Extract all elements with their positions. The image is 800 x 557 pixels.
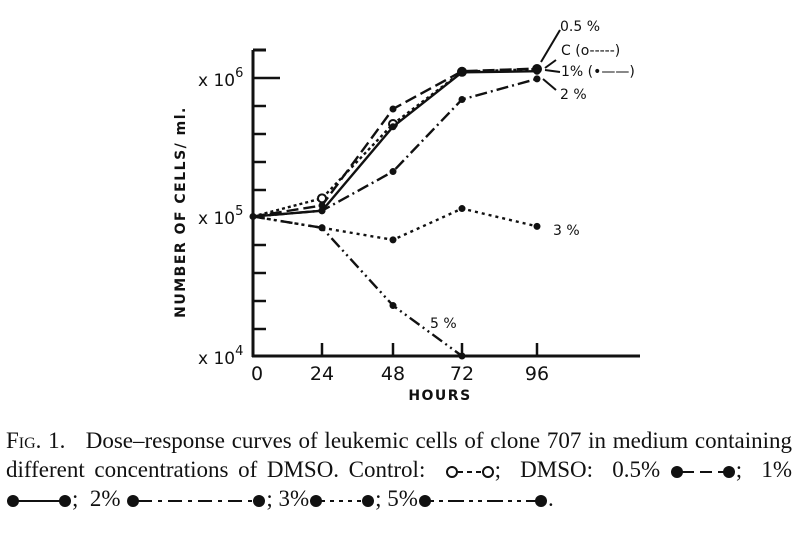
origin-point [249, 213, 257, 220]
sep: ; [375, 486, 382, 511]
data-point [389, 105, 397, 113]
data-point [533, 222, 541, 230]
data-point [458, 352, 466, 360]
control-symbol [445, 465, 494, 478]
data-point [458, 95, 466, 103]
legend-item-1: 1% [761, 457, 793, 482]
data-point [389, 236, 397, 244]
legend-item-2: 2% [89, 486, 121, 511]
x-axis-label: HOURS [408, 388, 471, 404]
legend-item-3: 3% [278, 486, 310, 511]
series-layer [249, 64, 542, 360]
data-point [389, 123, 397, 131]
y-axis-label: NUMBER OF CELLS/ ml. [173, 106, 189, 318]
data-point [458, 205, 466, 213]
annotation-control: C (o-----) [561, 43, 620, 59]
data-point [389, 302, 397, 310]
xtick-label-72: 72 [450, 363, 474, 385]
legend-item-0-5: 0.5% [612, 457, 661, 482]
symbol-3 [310, 494, 375, 507]
series-c [252, 64, 542, 218]
sep: ; [266, 486, 273, 511]
series-0-5-percent [252, 65, 541, 218]
data-point [389, 168, 397, 176]
annotation-3-percent: 3 % [553, 223, 580, 239]
figure-caption: Fig. 1. Dose–response curves of leukemic… [6, 426, 792, 513]
ytick-label-1e4: x 104 [198, 344, 243, 369]
y-axis [251, 48, 266, 357]
annotation-5-percent: 5 % [430, 316, 457, 332]
legend-annotations [540, 29, 561, 91]
data-point [318, 224, 326, 232]
data-point [533, 75, 541, 83]
xtick-label-0: 0 [251, 363, 263, 385]
symbol-5 [418, 494, 547, 507]
sep: ; [735, 457, 743, 482]
ytick-label-1e5: x 105 [198, 204, 243, 229]
x-ticks [320, 343, 539, 356]
data-point [533, 67, 541, 75]
xtick-label-96: 96 [525, 363, 549, 385]
caption-text: Dose–response curves of leukemic cells o… [6, 428, 792, 482]
series-5-percent [252, 215, 466, 360]
xtick-label-48: 48 [381, 363, 405, 385]
annotation-1-percent: 1% (•——) [561, 64, 635, 80]
sep: ; [494, 457, 501, 482]
sep: ; [72, 486, 79, 511]
data-point [318, 207, 326, 215]
annotation-2-percent: 2 % [560, 87, 587, 103]
dmso-label: DMSO: [520, 457, 594, 482]
legend-item-5: 5% [387, 486, 418, 511]
annotation-0-5-percent: 0.5 % [560, 19, 600, 35]
symbol-2 [127, 494, 266, 507]
growth-chart: x 106 x 105 x 104 0 24 48 72 96 HOURS NU… [173, 19, 640, 404]
figure-label: Fig. 1. [6, 428, 66, 453]
symbol-0-5 [670, 465, 735, 478]
data-point [458, 68, 466, 76]
sep: . [547, 486, 554, 511]
ytick-label-1e6: x 106 [198, 66, 243, 91]
y-ticks [253, 76, 280, 331]
symbol-1 [7, 494, 71, 507]
series-2-percent [252, 75, 541, 218]
xtick-label-24: 24 [310, 363, 334, 385]
